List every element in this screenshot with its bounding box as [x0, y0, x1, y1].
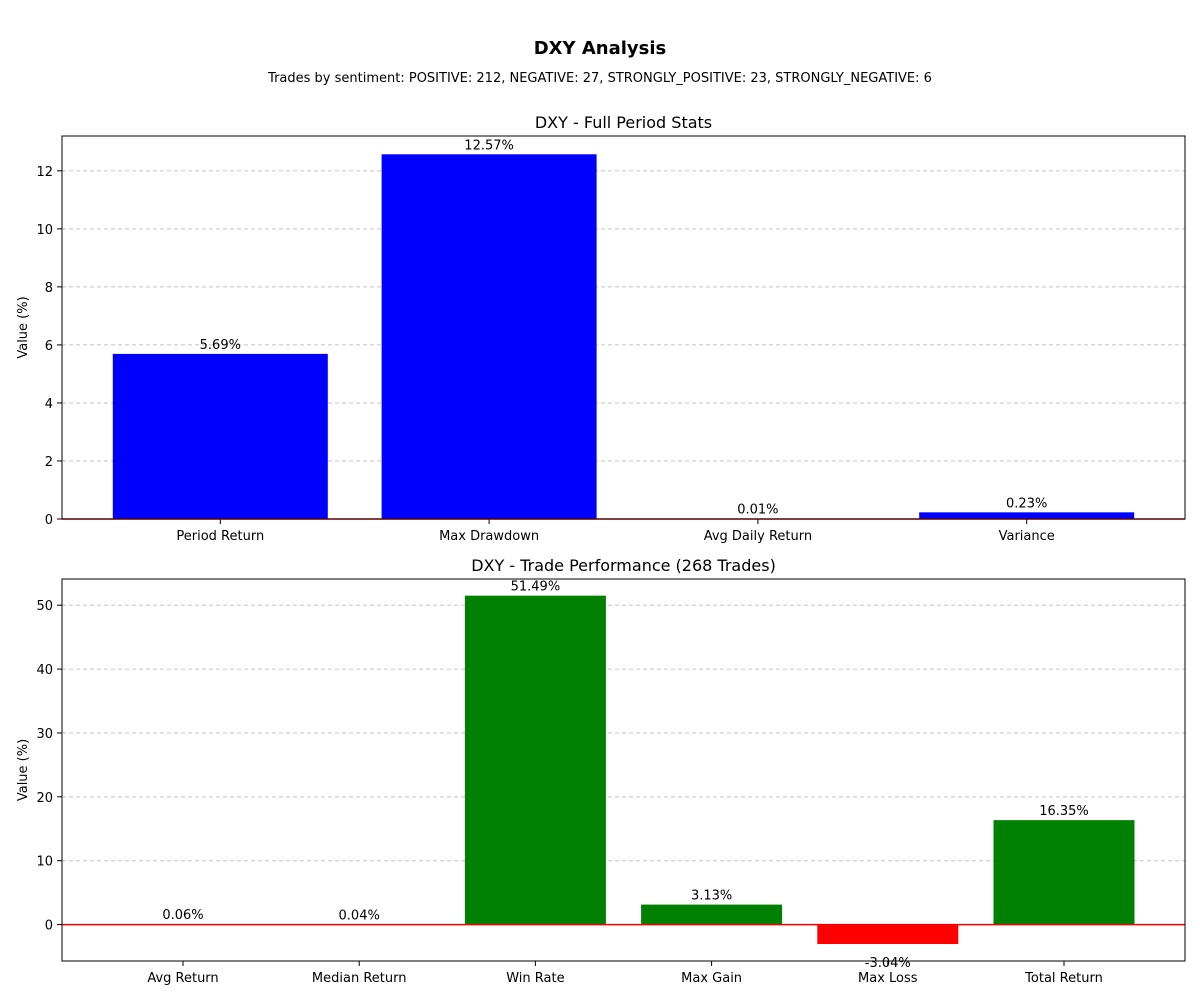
figure-title: DXY Analysis [533, 38, 667, 59]
perf-chart-title: DXY - Trade Performance (268 Trades) [471, 556, 776, 575]
perf-ytick-label: 10 [36, 855, 53, 870]
perf-xtick-label: Total Return [1024, 971, 1103, 986]
perf-ylabel: Value (%) [16, 739, 31, 801]
stats-xtick-label: Period Return [176, 529, 264, 544]
perf-xtick-label: Median Return [312, 971, 407, 986]
perf-xtick-label: Max Gain [681, 971, 742, 986]
perf-ytick-label: 30 [36, 727, 53, 742]
stats-bar-value-label: 12.57% [464, 138, 514, 153]
stats-ytick-label: 2 [45, 455, 53, 470]
stats-ytick-label: 4 [45, 397, 53, 412]
stats-xtick-label: Variance [999, 529, 1055, 544]
perf-bar [464, 595, 606, 925]
perf-bar-value-label: 51.49% [511, 580, 561, 595]
perf-ytick-label: 20 [36, 791, 53, 806]
perf-bar-value-label: 16.35% [1039, 804, 1089, 819]
stats-bar [919, 512, 1135, 519]
stats-bar-value-label: 5.69% [200, 338, 241, 353]
stats-chart-title: DXY - Full Period Stats [535, 113, 712, 132]
perf-ytick-label: 40 [36, 663, 53, 678]
stats-ytick-label: 10 [36, 223, 53, 238]
perf-bar-value-label: 0.04% [339, 908, 380, 923]
perf-ytick-label: 0 [45, 919, 53, 934]
stats-ytick-label: 8 [45, 281, 53, 296]
perf-bar [817, 924, 959, 945]
stats-bar-value-label: 0.23% [1006, 496, 1047, 511]
stats-bar [112, 353, 328, 519]
stats-ytick-label: 12 [36, 165, 53, 180]
perf-axes-frame [61, 578, 1186, 962]
stats-bar [381, 154, 597, 519]
perf-bar [993, 820, 1135, 925]
perf-xtick-label: Avg Return [147, 971, 218, 986]
stats-axes-frame [61, 135, 1186, 520]
stats-ytick-label: 6 [45, 339, 53, 354]
perf-bar-value-label: 3.13% [691, 889, 732, 904]
perf-bar-value-label: 0.06% [162, 908, 203, 923]
stats-ytick-label: 0 [45, 513, 53, 528]
perf-xtick-label: Win Rate [506, 971, 564, 986]
perf-ytick-label: 50 [36, 599, 53, 614]
perf-xtick-label: Max Loss [858, 971, 918, 986]
stats-xtick-label: Max Drawdown [439, 529, 539, 544]
perf-bar [641, 904, 783, 925]
stats-ylabel: Value (%) [16, 296, 31, 358]
figure-subtitle: Trades by sentiment: POSITIVE: 212, NEGA… [268, 71, 932, 86]
stats-xtick-label: Avg Daily Return [704, 529, 812, 544]
stats-bar-value-label: 0.01% [737, 503, 778, 518]
